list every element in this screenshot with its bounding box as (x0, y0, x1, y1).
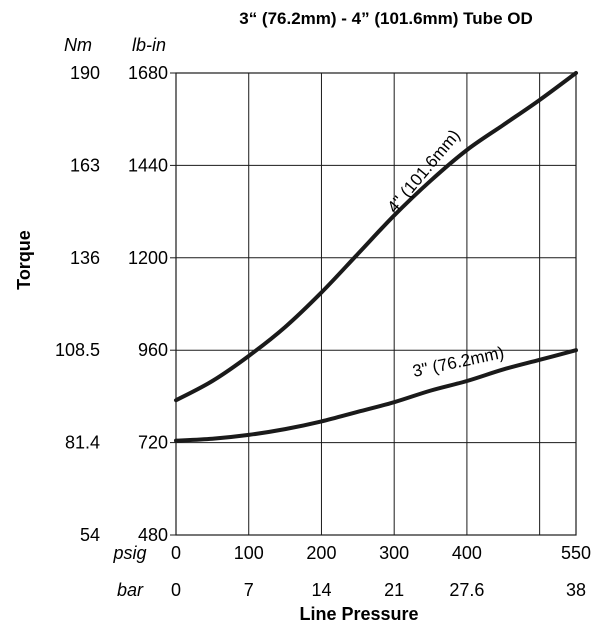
y-tick-label-nm: 136 (70, 248, 100, 268)
x-tick-label-psig: 400 (452, 543, 482, 563)
y-tick-label-nm: 190 (70, 63, 100, 83)
y-tick-label-lbin: 1200 (128, 248, 168, 268)
x-axis-title: Line Pressure (299, 604, 418, 624)
y-unit-lbin: lb-in (132, 35, 166, 55)
y-tick-label-lbin: 1440 (128, 155, 168, 175)
x-unit-psig: psig (112, 543, 146, 563)
x-tick-label-bar: 0 (171, 580, 181, 600)
series-label-4in: 4" (101.6mm) (384, 126, 464, 217)
x-tick-label-psig: 300 (379, 543, 409, 563)
y-tick-label-nm: 54 (80, 525, 100, 545)
series-line-1 (174, 348, 578, 443)
grid-lines (175, 72, 577, 536)
x-tick-label-bar: 7 (244, 580, 254, 600)
x-tick-label-bar: 14 (311, 580, 331, 600)
x-tick-labels: 0 0 100 7 200 14 300 21 400 27.6 550 38 (171, 543, 591, 600)
y-tick-label-lbin: 720 (138, 433, 168, 453)
series-line-0 (174, 71, 578, 403)
x-tick-label-psig: 200 (306, 543, 336, 563)
y-tick-labels: 1680 190 1440 163 1200 136 960 108.5 720 81.4 480 5… (55, 63, 176, 545)
x-tick-label-psig: 0 (171, 543, 181, 563)
x-unit-bar: bar (117, 580, 144, 600)
y-tick-label-nm: 108.5 (55, 340, 100, 360)
y-axis-title: Torque (14, 230, 34, 290)
y-unit-nm: Nm (64, 35, 92, 55)
x-tick-label-psig: 550 (561, 543, 591, 563)
y-tick-label-lbin: 960 (138, 340, 168, 360)
plot-frame (175, 72, 577, 536)
y-tick-label-lbin: 480 (138, 525, 168, 545)
series-label-3in: 3" (76.2mm) (411, 343, 506, 381)
x-tick-label-bar: 38 (566, 580, 586, 600)
x-tick-label-bar: 21 (384, 580, 404, 600)
y-tick-label-nm: 163 (70, 155, 100, 175)
data-series: 4" (101.6mm) 3" (76.2mm) (174, 71, 578, 443)
x-tick-label-bar: 27.6 (449, 580, 484, 600)
y-tick-label-lbin: 1680 (128, 63, 168, 83)
chart-title: 3“ (76.2mm) - 4” (101.6mm) Tube OD (239, 9, 533, 28)
y-tick-label-nm: 81.4 (65, 433, 100, 453)
x-tick-label-psig: 100 (234, 543, 264, 563)
